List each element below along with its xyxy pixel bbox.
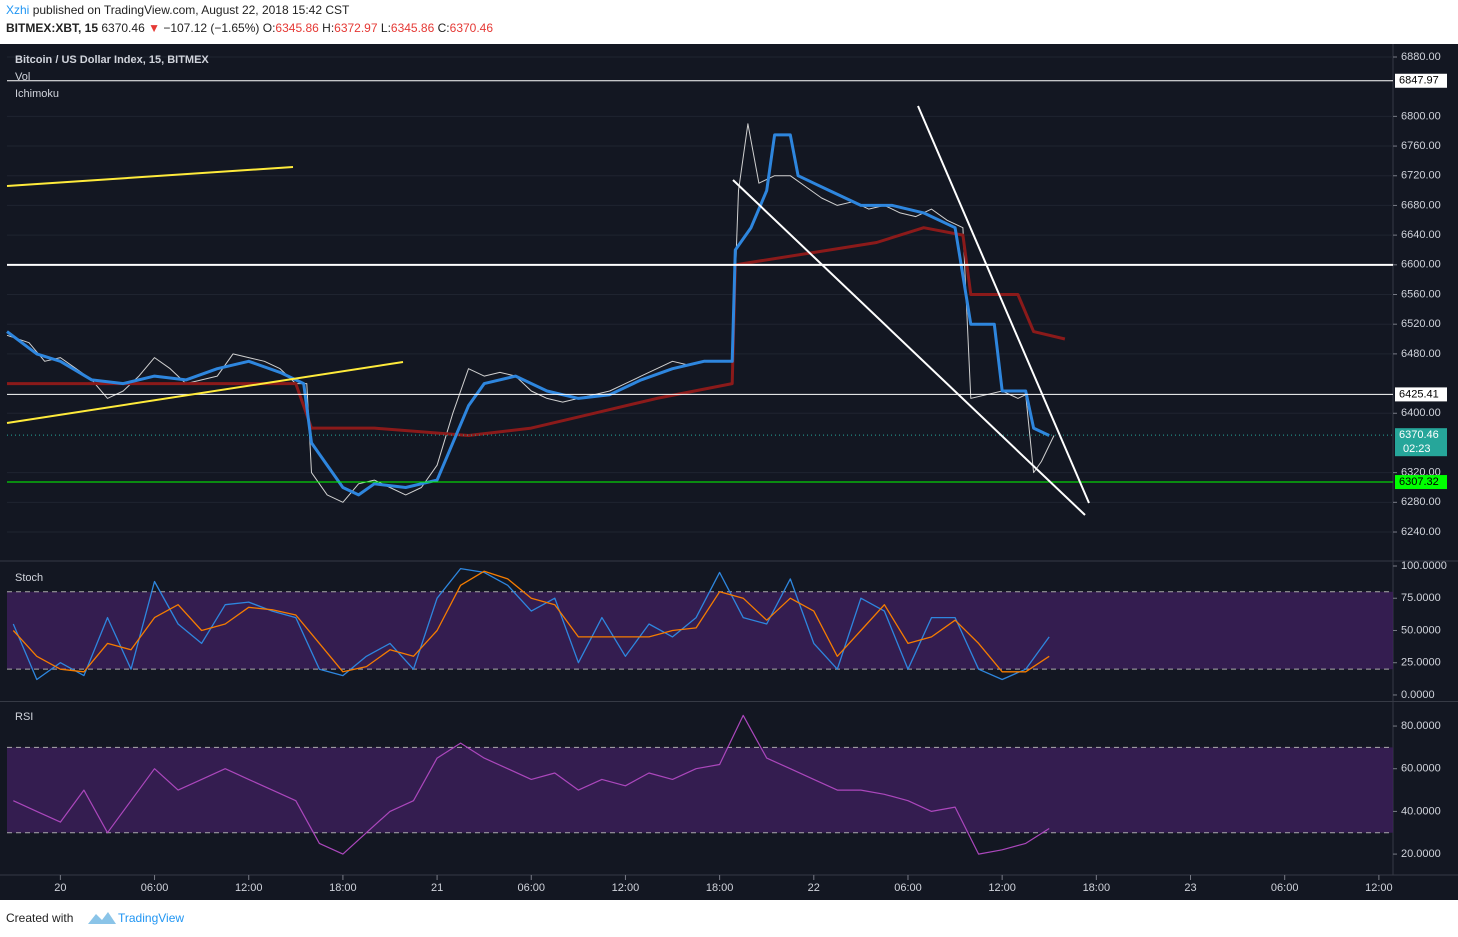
x-tick-label: 20 [54,882,66,894]
series-line [12,570,1050,673]
y-tick-label: 6560.00 [1401,288,1441,300]
x-tick-label: 22 [808,882,820,894]
y-tick-label: 6680.00 [1401,199,1441,211]
wedge-line [917,105,1090,504]
panes: 6240.006280.006320.006400.006480.006520.… [0,44,1458,894]
o-label: O: [263,21,276,35]
header-bg [0,0,1458,44]
trend-line [6,361,404,424]
l-label: L: [381,21,391,35]
y-tick-label: 6800.00 [1401,110,1441,122]
y-tick-label: 6240.00 [1401,526,1441,538]
x-tick-label: 12:00 [988,882,1016,894]
symbol-line: BITMEX:XBT, 15 6370.46 ▼ −107.12 (−1.65%… [6,21,493,35]
price-tag [1395,475,1447,490]
drawings [6,105,1090,516]
logo [88,912,116,924]
y-tick-label: 6600.00 [1401,259,1441,271]
footer-bg [0,900,1458,937]
header-line: Xzhi published on TradingView.com, Augus… [6,3,350,17]
price-tag-label: 6425.41 [1399,388,1439,400]
c: 6370.46 [450,21,494,35]
y-tick-label: 60.0000 [1401,763,1441,775]
series-line [12,567,1050,681]
brand[interactable]: TradingView [118,911,184,925]
y-tick-label: 6480.00 [1401,348,1441,360]
c-label: C: [438,21,450,35]
y-tick-label: 75.0000 [1401,592,1441,604]
y-tick-label: 80.0000 [1401,720,1441,732]
series-line [6,123,1055,503]
y-tick-label: 6520.00 [1401,318,1441,330]
symbol: BITMEX:XBT, 15 [6,21,98,35]
last: 6370.46 [101,21,145,35]
created: Created with [6,911,73,925]
trend-line [6,166,294,187]
pane-label: Vol [15,71,30,83]
x-tick-label: 12:00 [1365,882,1393,894]
l: 6345.86 [391,21,435,35]
y-tick-label: 6880.00 [1401,51,1441,63]
last-price-label: 6370.46 [1399,429,1439,441]
band [7,591,1393,670]
y-tick-label: 20.0000 [1401,848,1441,860]
x-tick-label: 21 [431,882,443,894]
y-tick-label: 100.0000 [1401,560,1447,572]
x-tick-label: 23 [1184,882,1196,894]
countdown: 02:23 [1403,443,1431,455]
pane-title: Bitcoin / US Dollar Index, 15, BITMEX [15,54,209,66]
o: 6345.86 [275,21,319,35]
price-tag [1395,73,1447,88]
x-tick-label: 18:00 [1083,882,1111,894]
last-price-tag [1395,428,1447,457]
price-tag-label: 6307.32 [1399,476,1439,488]
arrow: ▼ [148,21,160,35]
pane-title: Stoch [15,572,43,584]
y-tick-label: 6400.00 [1401,407,1441,419]
x-tick-label: 06:00 [894,882,922,894]
pane-title: RSI [15,711,33,723]
x-tick-label: 06:00 [141,882,169,894]
x-tick-label: 18:00 [329,882,357,894]
y-tick-label: 6280.00 [1401,496,1441,508]
x-tick-label: 12:00 [612,882,640,894]
pane-label: Ichimoku [15,88,59,100]
change: −107.12 (−1.65%) [163,21,259,35]
y-tick-label: 6760.00 [1401,140,1441,152]
author[interactable]: Xzhi [6,3,29,17]
y-tick-label: 50.0000 [1401,624,1441,636]
published: published on TradingView.com, August 22,… [33,3,350,17]
x-tick-label: 12:00 [235,882,263,894]
y-tick-label: 6720.00 [1401,170,1441,182]
price-tag-label: 6847.97 [1399,75,1439,87]
price-tag [1395,387,1447,402]
h-label: H: [322,21,334,35]
x-tick-label: 18:00 [706,882,734,894]
x-tick-label: 06:00 [517,882,545,894]
band [7,747,1393,833]
x-tick-label: 06:00 [1271,882,1299,894]
series-line [6,133,1050,497]
y-tick-label: 40.0000 [1401,805,1441,817]
h: 6372.97 [334,21,378,35]
y-tick-label: 25.0000 [1401,657,1441,669]
wedge-line [732,179,1086,516]
y-tick-label: 6640.00 [1401,229,1441,241]
series-line [13,714,1050,855]
y-tick-label: 0.0000 [1401,689,1435,701]
